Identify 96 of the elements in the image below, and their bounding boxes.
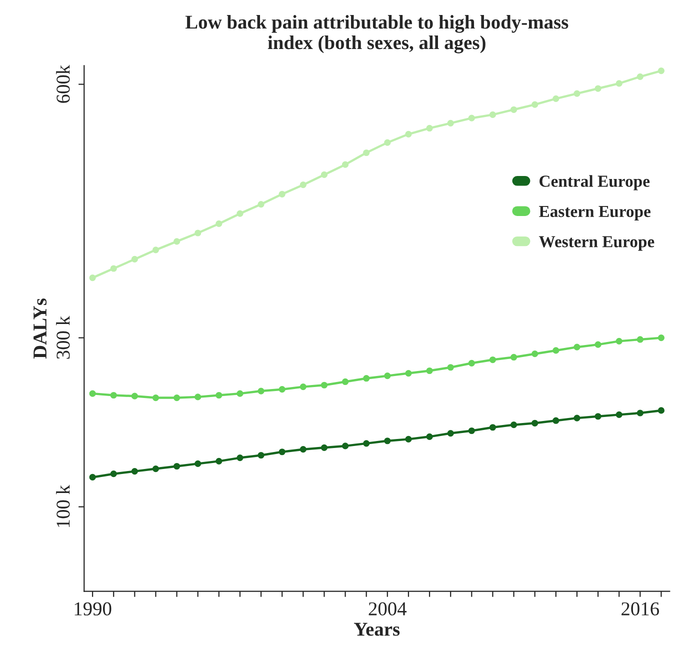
point	[89, 274, 96, 282]
point	[405, 436, 412, 442]
legend-label: Eastern Europe	[539, 206, 651, 220]
point	[532, 420, 538, 426]
legend-label: Western Europe	[538, 236, 654, 251]
point	[342, 161, 349, 168]
point	[447, 120, 454, 126]
point	[342, 378, 349, 386]
point	[616, 411, 622, 418]
point	[468, 427, 475, 434]
point	[278, 386, 286, 393]
point	[194, 394, 202, 400]
x-tick-label: 2016	[622, 602, 660, 616]
point	[152, 465, 160, 472]
point	[216, 220, 222, 228]
point	[110, 470, 117, 478]
point	[300, 384, 306, 390]
point	[320, 171, 328, 178]
point	[489, 356, 496, 364]
point	[594, 85, 602, 92]
point	[363, 440, 370, 447]
point	[258, 452, 264, 459]
point	[320, 444, 328, 451]
point	[258, 200, 264, 208]
x-axis-title: Years	[354, 622, 400, 636]
point	[194, 230, 202, 236]
point	[636, 73, 644, 80]
point	[236, 210, 244, 217]
point	[489, 424, 496, 431]
point	[468, 360, 475, 366]
y-axis-title: DALYs	[34, 298, 47, 359]
point	[658, 334, 665, 342]
point	[342, 442, 349, 450]
point	[174, 394, 180, 402]
point	[405, 370, 412, 377]
point	[426, 367, 433, 374]
point	[300, 182, 306, 188]
point	[658, 407, 665, 414]
point	[532, 101, 538, 108]
point	[552, 417, 560, 424]
point	[489, 111, 496, 118]
point	[510, 422, 518, 428]
point	[447, 364, 454, 371]
point	[384, 372, 391, 380]
point	[384, 139, 391, 146]
point	[131, 468, 138, 475]
point	[616, 80, 622, 87]
y-tick-label: 100 k	[56, 484, 70, 527]
point	[300, 446, 306, 453]
point	[552, 95, 560, 102]
point	[594, 413, 602, 420]
x-tick-label: 2004	[368, 602, 407, 616]
point	[363, 375, 370, 382]
point	[363, 149, 370, 156]
y-tick-label: 300 k	[56, 316, 70, 359]
point	[510, 354, 518, 361]
point	[216, 392, 222, 399]
point	[152, 394, 160, 402]
point	[405, 130, 412, 138]
legend-label: Central Europe	[540, 175, 650, 190]
point	[384, 438, 391, 444]
point	[278, 190, 286, 198]
y-tick-label: 600k	[56, 64, 70, 103]
point	[510, 106, 518, 113]
point	[216, 458, 222, 464]
point	[636, 410, 644, 416]
point	[110, 265, 117, 272]
point	[636, 336, 644, 343]
point	[194, 460, 202, 467]
point	[236, 454, 244, 462]
point	[152, 246, 160, 254]
point	[174, 462, 180, 470]
point	[426, 124, 433, 132]
point	[131, 392, 138, 400]
point	[278, 448, 286, 456]
point	[236, 390, 244, 397]
point	[426, 433, 433, 440]
chart-title: Low back pain attributable to high body-mass index (both sexes, all ages)	[185, 15, 568, 54]
point	[258, 388, 264, 394]
point	[616, 338, 622, 344]
x-tick-label: 1990	[74, 602, 112, 616]
point	[594, 341, 602, 348]
point	[89, 390, 96, 397]
point	[447, 430, 454, 437]
point	[89, 474, 96, 481]
point	[532, 350, 538, 358]
point	[658, 67, 665, 74]
point	[574, 414, 580, 422]
point	[174, 238, 180, 245]
point	[320, 382, 328, 388]
point	[110, 392, 117, 399]
point	[552, 347, 560, 354]
point	[468, 114, 475, 122]
point	[574, 344, 580, 350]
point	[131, 256, 138, 263]
point	[574, 90, 580, 97]
